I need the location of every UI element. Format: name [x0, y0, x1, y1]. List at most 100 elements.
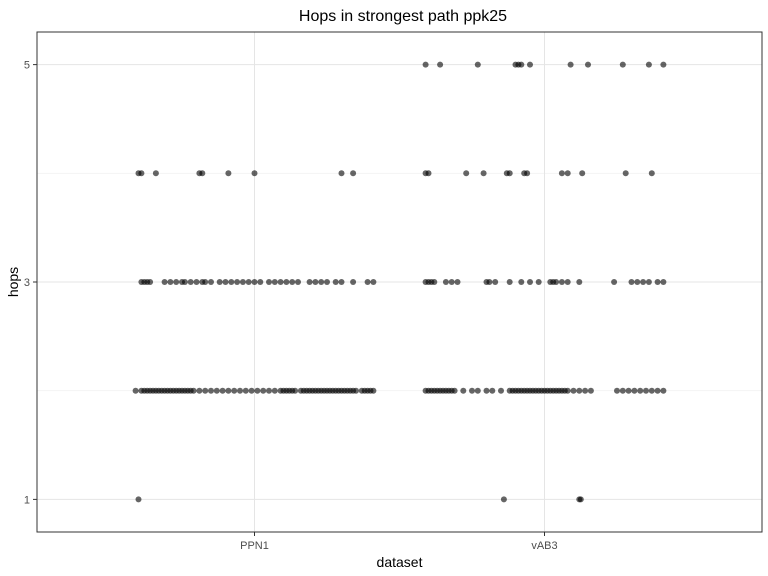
data-point	[234, 279, 241, 285]
data-point	[152, 170, 159, 177]
data-point	[506, 170, 513, 177]
data-point	[167, 279, 174, 285]
data-point	[228, 279, 235, 285]
data-point	[318, 279, 325, 285]
data-point	[492, 279, 499, 285]
data-point	[370, 387, 377, 394]
data-point	[251, 279, 258, 285]
data-point	[619, 61, 626, 68]
data-point	[257, 279, 264, 285]
data-point	[460, 387, 467, 394]
data-point	[138, 170, 145, 177]
data-point	[564, 387, 571, 394]
data-point	[454, 279, 461, 285]
data-point	[135, 496, 142, 503]
x-tick-label: PPN1	[240, 540, 269, 552]
data-point	[225, 170, 232, 177]
data-point	[431, 279, 438, 285]
data-point	[353, 387, 359, 394]
data-point	[208, 387, 214, 394]
data-point	[622, 170, 629, 177]
data-point	[645, 279, 652, 285]
data-point	[242, 387, 249, 394]
x-tick-label: vAB3	[531, 540, 557, 552]
data-point	[216, 279, 223, 285]
data-point	[254, 387, 261, 394]
data-point	[312, 279, 319, 285]
data-point	[489, 387, 496, 394]
data-point	[306, 279, 313, 285]
data-point	[579, 170, 586, 177]
data-point	[500, 496, 507, 503]
data-point	[577, 496, 584, 503]
data-point	[196, 387, 203, 394]
y-tick-label: 1	[24, 494, 30, 506]
data-point	[474, 387, 481, 394]
data-point	[202, 279, 209, 285]
data-point	[637, 387, 644, 394]
data-point	[648, 170, 655, 177]
data-point	[442, 279, 449, 285]
data-point	[225, 387, 232, 394]
data-point	[161, 279, 168, 285]
data-point	[239, 279, 246, 285]
data-point	[245, 279, 252, 285]
data-point	[576, 279, 583, 285]
data-point	[611, 279, 618, 285]
y-axis-title: hops	[5, 267, 21, 297]
data-point	[193, 279, 200, 285]
data-point	[422, 61, 429, 68]
data-point	[219, 387, 226, 394]
data-point	[558, 279, 565, 285]
data-point	[648, 387, 655, 394]
chart-title: Hops in strongest path ppk25	[299, 8, 507, 25]
data-point	[619, 387, 626, 394]
data-point	[271, 387, 278, 394]
data-point	[585, 61, 591, 68]
data-point	[324, 279, 330, 285]
data-point	[289, 279, 296, 285]
data-point	[634, 279, 641, 285]
data-points	[132, 61, 667, 503]
data-point	[350, 279, 357, 285]
data-point	[654, 387, 661, 394]
data-point	[625, 387, 632, 394]
data-point	[147, 279, 154, 285]
data-point	[173, 279, 180, 285]
data-point	[498, 387, 504, 394]
data-point	[564, 170, 571, 177]
data-point	[199, 170, 206, 177]
data-point	[628, 279, 635, 285]
data-point	[474, 61, 481, 68]
data-point	[448, 279, 455, 285]
data-point	[558, 170, 565, 177]
data-point	[370, 279, 377, 285]
data-point	[295, 279, 301, 285]
data-point	[587, 387, 594, 394]
data-point	[518, 279, 525, 285]
data-point	[469, 387, 475, 394]
data-point	[425, 170, 432, 177]
data-point	[524, 170, 531, 177]
data-point	[266, 387, 272, 394]
data-point	[463, 170, 470, 177]
data-point	[202, 387, 209, 394]
axes: 1 3 5 PPN1 vAB3	[24, 60, 558, 552]
data-point	[660, 279, 667, 285]
data-point	[437, 61, 444, 68]
data-point	[643, 387, 649, 394]
data-point	[527, 61, 533, 68]
data-point	[277, 279, 284, 285]
data-point	[283, 279, 290, 285]
data-point	[660, 387, 667, 394]
data-point	[208, 279, 214, 285]
data-point	[486, 279, 493, 285]
data-point	[338, 279, 345, 285]
data-point	[518, 61, 525, 68]
data-point	[480, 170, 487, 177]
data-point	[260, 387, 267, 394]
data-point	[451, 387, 458, 394]
data-point	[271, 279, 278, 285]
data-point	[187, 279, 194, 285]
